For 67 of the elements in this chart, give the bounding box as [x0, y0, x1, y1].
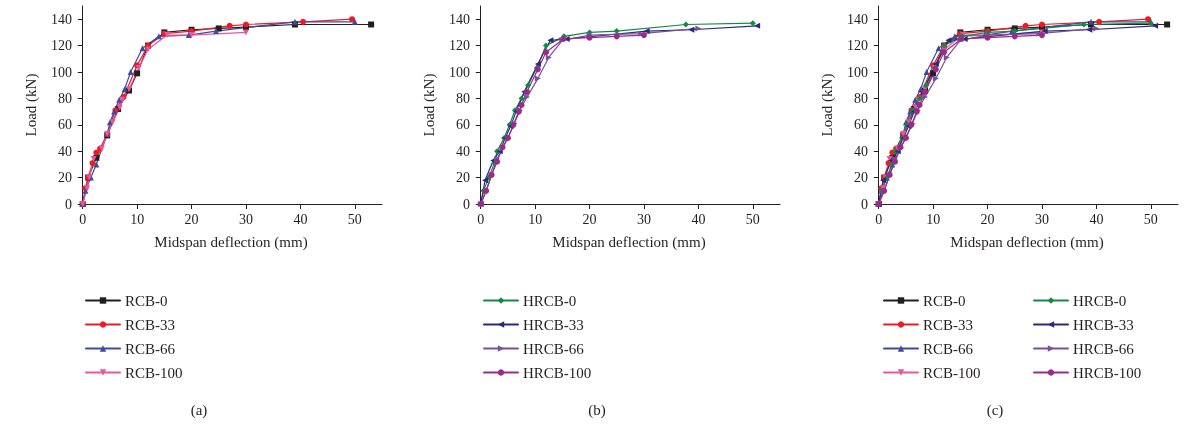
- y-tick-label: 100: [449, 64, 470, 80]
- x-tick-label: 40: [293, 211, 308, 227]
- legend-label: HRCB-100: [1073, 364, 1142, 381]
- legend-label: RCB-0: [125, 292, 168, 309]
- y-tick-label: 40: [58, 143, 72, 159]
- legend-label: RCB-100: [125, 364, 183, 381]
- y-axis-title: Load (kN): [22, 73, 40, 137]
- x-tick-label: 10: [130, 211, 145, 227]
- x-tick-label: 40: [1089, 211, 1104, 227]
- legend-label: HRCB-0: [523, 292, 577, 309]
- y-tick-label: 20: [854, 170, 868, 186]
- legend-label: HRCB-66: [523, 340, 585, 357]
- text: (c): [986, 401, 1004, 419]
- legend-label: HRCB-33: [1073, 316, 1134, 333]
- y-tick-label: 80: [456, 90, 470, 106]
- x-tick-label: 50: [1143, 211, 1158, 227]
- y-tick-label: 100: [51, 64, 72, 80]
- y-tick-label: 120: [449, 38, 470, 54]
- x-tick-label: 0: [875, 211, 883, 227]
- y-tick-label: 80: [58, 90, 72, 106]
- y-tick-label: 140: [449, 11, 470, 27]
- y-tick-label: 0: [65, 196, 72, 212]
- y-tick-label: 20: [58, 170, 72, 186]
- x-tick-label: 20: [980, 211, 995, 227]
- y-tick-label: 0: [861, 196, 868, 212]
- y-tick-label: 100: [847, 64, 868, 80]
- y-tick-label: 120: [847, 38, 868, 54]
- x-tick-label: 40: [691, 211, 706, 227]
- y-tick-label: 60: [854, 117, 868, 133]
- legend-label: RCB-66: [125, 340, 176, 357]
- x-axis-title: Midspan deflection (mm): [552, 233, 706, 251]
- x-tick-label: 20: [184, 211, 199, 227]
- legend-label: RCB-33: [923, 316, 974, 333]
- legend-label: RCB-66: [923, 340, 974, 357]
- x-tick-label: 20: [582, 211, 597, 227]
- legend-label: HRCB-33: [523, 316, 584, 333]
- x-tick-label: 10: [528, 211, 543, 227]
- y-tick-label: 60: [456, 117, 470, 133]
- y-tick-label: 80: [854, 90, 868, 106]
- y-tick-label: 140: [51, 11, 72, 27]
- text: (a): [190, 401, 208, 419]
- x-axis-title: Midspan deflection (mm): [950, 233, 1104, 251]
- x-tick-label: 30: [1034, 211, 1049, 227]
- legend-label: RCB-33: [125, 316, 176, 333]
- x-tick-label: 30: [636, 211, 651, 227]
- y-tick-label: 40: [456, 143, 470, 159]
- y-tick-label: 40: [854, 143, 868, 159]
- y-tick-label: 120: [51, 38, 72, 54]
- y-tick-label: 60: [58, 117, 72, 133]
- y-tick-label: 20: [456, 170, 470, 186]
- x-tick-label: 10: [926, 211, 941, 227]
- x-tick-label: 0: [477, 211, 485, 227]
- x-tick-label: 50: [347, 211, 362, 227]
- y-axis-title: Load (kN): [818, 73, 836, 137]
- legend-label: HRCB-0: [1073, 292, 1127, 309]
- legend-label: RCB-100: [923, 364, 981, 381]
- y-axis-title: Load (kN): [420, 73, 438, 137]
- x-axis-title: Midspan deflection (mm): [154, 233, 308, 251]
- x-tick-label: 0: [79, 211, 87, 227]
- legend-label: HRCB-100: [523, 364, 592, 381]
- y-tick-label: 140: [847, 11, 868, 27]
- legend-label: HRCB-66: [1073, 340, 1135, 357]
- x-tick-label: 50: [745, 211, 760, 227]
- y-tick-label: 0: [463, 196, 470, 212]
- legend-label: RCB-0: [923, 292, 966, 309]
- x-tick-label: 30: [238, 211, 253, 227]
- text: (b): [588, 401, 606, 419]
